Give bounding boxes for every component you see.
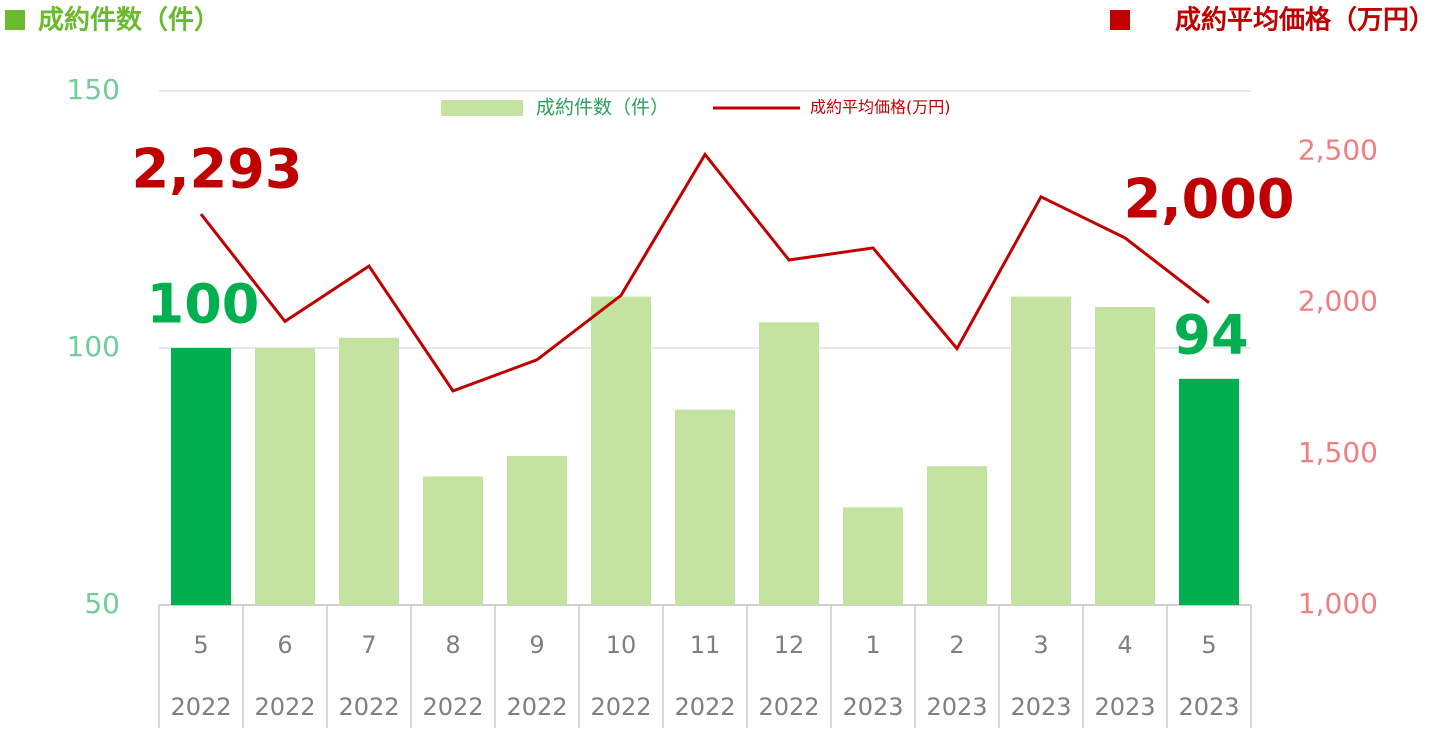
x-tick-label: 11	[690, 631, 721, 659]
x-tick-label: 2	[949, 631, 964, 659]
bar	[339, 337, 399, 605]
bar	[1095, 306, 1155, 605]
bar	[843, 507, 903, 605]
x-year-label: 2023	[842, 693, 903, 721]
bar	[675, 409, 735, 605]
x-year-label: 2022	[170, 693, 231, 721]
x-tick-label: 8	[445, 631, 460, 659]
bar	[171, 348, 231, 605]
legend-label: 成約平均価格(万円)	[810, 98, 951, 117]
y2-tick-label: 2,500	[1298, 133, 1378, 166]
line	[199, 151, 1210, 393]
x-year-label: 2022	[758, 693, 819, 721]
header-square	[1110, 10, 1130, 30]
x-year-label: 2023	[1178, 693, 1239, 721]
x-tick-label: 9	[529, 631, 544, 659]
x-tick-label: 5	[1201, 631, 1216, 659]
x-year-label: 2022	[422, 693, 483, 721]
line-value-label: 2,293	[132, 138, 303, 201]
bar	[255, 348, 315, 605]
legend-label: 成約件数（件）	[536, 97, 669, 119]
bar	[591, 296, 651, 605]
x-tick-label: 7	[361, 631, 376, 659]
bar	[1179, 378, 1239, 605]
y-tick-label: 150	[67, 73, 120, 106]
y2-tick-label: 1,000	[1298, 587, 1378, 620]
x-tick-label: 6	[277, 631, 292, 659]
header-square	[5, 10, 25, 30]
bar	[507, 455, 567, 605]
y-axis-title: 成約件数（件）	[38, 5, 220, 36]
y-tick-label: 50	[84, 587, 120, 620]
x-year-label: 2022	[338, 693, 399, 721]
x-tick-label: 3	[1033, 631, 1048, 659]
x-tick-label: 5	[193, 631, 208, 659]
x-year-label: 2022	[254, 693, 315, 721]
bar	[423, 476, 483, 605]
x-year-label: 2022	[506, 693, 567, 721]
x-tick-label: 12	[774, 631, 805, 659]
legend-swatch	[441, 100, 523, 116]
y2-tick-label: 2,000	[1298, 285, 1378, 318]
y2-tick-label: 1,500	[1298, 436, 1378, 469]
x-tick-label: 4	[1117, 631, 1132, 659]
bar	[759, 322, 819, 605]
x-year-label: 2023	[1094, 693, 1155, 721]
bar-value-label: 100	[147, 273, 260, 336]
x-year-label: 2022	[590, 693, 651, 721]
y-tick-label: 100	[67, 330, 120, 363]
x-year-label: 2023	[1010, 693, 1071, 721]
x-year-label: 2023	[926, 693, 987, 721]
x-tick-label: 1	[865, 631, 880, 659]
x-year-label: 2022	[674, 693, 735, 721]
bar	[927, 466, 987, 605]
bar-value-label: 94	[1173, 303, 1248, 366]
x-tick-label: 10	[606, 631, 637, 659]
bar	[1011, 296, 1071, 605]
y2-axis-title: 成約平均価格（万円）	[1175, 5, 1435, 36]
line-value-label: 2,000	[1124, 167, 1295, 230]
